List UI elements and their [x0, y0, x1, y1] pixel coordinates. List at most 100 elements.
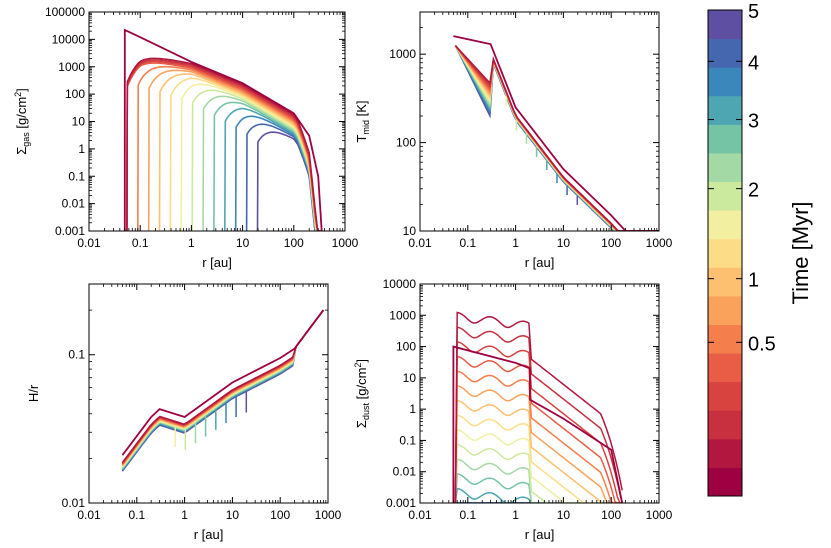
y-tick-label: 10000	[52, 32, 86, 46]
y-tick-label: 0.01	[62, 197, 86, 211]
dust-curve	[454, 443, 623, 503]
temperature-curve	[454, 45, 659, 231]
temperature-curve	[454, 45, 659, 231]
aspect-curve	[121, 309, 325, 464]
colorbar-segment	[708, 181, 742, 211]
y-tick-label: 0.01	[62, 496, 86, 510]
colorbar-tick-label: 5	[748, 1, 759, 23]
colorbar-frame	[707, 9, 743, 497]
curves-sigma_dust	[452, 311, 624, 503]
aspect-curve	[121, 309, 325, 465]
gas-curve	[126, 57, 321, 231]
colorbar-segment	[708, 95, 742, 125]
y-tick-label: 1000	[389, 47, 416, 61]
x-tick-label: 0.1	[132, 236, 149, 250]
temperature-curve	[454, 45, 659, 231]
gas-curve	[158, 73, 321, 231]
initial-aspect-curve	[121, 309, 325, 456]
initial-gas-curve	[123, 28, 323, 231]
x-tick-label: 1	[512, 236, 519, 250]
temperature-curve	[454, 45, 659, 231]
panel-aspect_ratio: 0.01 0.1 1 10 100 1000 0.01 0.1 r [au] H/r	[26, 283, 342, 542]
temperature-curve	[454, 45, 659, 231]
aspect-curve	[121, 309, 325, 466]
y-axis-label: Tmid [K]	[354, 101, 371, 143]
temperature-curve	[454, 45, 659, 231]
gas-curve	[191, 89, 321, 231]
initial-dust-curve	[452, 345, 624, 503]
y-tick-label: 100	[396, 340, 416, 354]
x-tick-label: 1000	[332, 236, 359, 250]
temperature-curve	[454, 45, 659, 231]
colorbar-segment	[708, 38, 742, 68]
aspect-curve	[121, 309, 325, 466]
plot-frame	[419, 11, 660, 232]
x-tick-label: 0.1	[128, 508, 145, 522]
colorbar-segment	[708, 267, 742, 297]
colorbar-tick-label: 1	[748, 270, 759, 292]
panel-sigma_gas: 0.01 0.1 1 10 100 10000.0010.010.111010010001…	[13, 5, 359, 270]
temperature-curve	[454, 45, 659, 231]
aspect-curve	[121, 309, 325, 465]
colorbar-label: Time [Myr]	[788, 201, 813, 304]
colorbar-segment	[708, 295, 742, 325]
x-tick-label: 1	[188, 236, 195, 250]
colorbar-tick-label: 4	[748, 52, 759, 74]
x-tick-label: 0.1	[459, 508, 476, 522]
colorbar-segment	[708, 324, 742, 354]
x-tick-label: 1000	[646, 508, 673, 522]
x-axis-label: r [au]	[525, 527, 555, 542]
x-tick-label: 10	[557, 236, 571, 250]
x-tick-label: 10	[557, 508, 571, 522]
temperature-curve	[454, 45, 659, 231]
colorbar-tick-label: 2	[748, 180, 759, 202]
y-tick-label: 10	[403, 371, 417, 385]
dust-curve	[454, 326, 623, 503]
y-axis-label: Σdust [g/cm2]	[353, 359, 371, 428]
y-tick-label: 10	[72, 115, 86, 129]
x-axis-label: r [au]	[202, 255, 232, 270]
x-tick-label: 1	[512, 508, 519, 522]
aspect-curve	[121, 309, 325, 472]
colorbar-tick-label: 0.5	[748, 333, 776, 355]
x-tick-label: 10	[226, 508, 240, 522]
initial-temperature-curve	[453, 35, 659, 231]
gas-curve	[126, 59, 321, 231]
colorbar-segment	[708, 210, 742, 240]
x-tick-label: 10	[236, 236, 250, 250]
temperature-curve	[454, 45, 659, 231]
gas-curve	[126, 60, 321, 231]
gas-curve	[126, 62, 321, 231]
y-tick-label: 100	[396, 136, 416, 150]
x-tick-label: 0.01	[408, 236, 432, 250]
dust-curve	[454, 384, 623, 503]
x-tick-label: 0.1	[459, 236, 476, 250]
dust-curve	[454, 355, 623, 503]
x-tick-label: 100	[284, 236, 304, 250]
colorbar-segment	[708, 67, 742, 97]
temperature-curve	[454, 45, 659, 231]
aspect-curve	[121, 309, 325, 467]
colorbar-segment	[708, 10, 742, 40]
plot-frame	[88, 283, 329, 504]
y-tick-label: 100	[65, 87, 85, 101]
curves-aspect_ratio	[121, 309, 325, 472]
y-tick-label: 1	[409, 402, 416, 416]
y-tick-label: 0.01	[393, 465, 417, 479]
y-tick-label: 0.001	[55, 224, 85, 238]
x-tick-label: 1000	[646, 236, 673, 250]
colorbar-segment	[708, 410, 742, 440]
x-axis-label: r [au]	[194, 527, 224, 542]
colorbar-tick-label: 3	[748, 111, 759, 133]
curves-t_mid	[453, 35, 659, 231]
temperature-curve	[454, 45, 659, 231]
colorbar-segment	[708, 238, 742, 268]
y-tick-label: 10000	[383, 277, 417, 291]
y-tick-label: 10	[403, 224, 417, 238]
x-tick-label: 100	[601, 508, 621, 522]
dust-curve	[454, 311, 623, 503]
y-tick-label: 0.001	[386, 496, 416, 510]
x-tick-label: 0.01	[408, 508, 432, 522]
temperature-curve	[454, 45, 659, 231]
